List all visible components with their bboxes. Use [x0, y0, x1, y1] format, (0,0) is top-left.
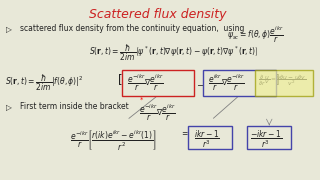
- Text: $\dfrac{ikr-1}{r^3}$: $\dfrac{ikr-1}{r^3}$: [194, 128, 220, 150]
- Text: $\dfrac{-ikr-1}{r^3}$: $\dfrac{-ikr-1}{r^3}$: [251, 128, 283, 150]
- Text: $\rhd$: $\rhd$: [4, 102, 12, 113]
- Text: $\psi_{sc} = f(\theta,\phi)\dfrac{e^{ikr}}{r}$: $\psi_{sc} = f(\theta,\phi)\dfrac{e^{ikr…: [227, 24, 284, 45]
- Text: Scattered flux density: Scattered flux density: [89, 8, 227, 21]
- FancyBboxPatch shape: [255, 70, 313, 96]
- Text: $\rhd$: $\rhd$: [4, 24, 12, 35]
- Text: $*$: $*$: [139, 96, 144, 102]
- Text: $S(\mathbf{r},t) = \dfrac{\hbar}{2im}\left[\psi^*(\mathbf{r},t)\nabla\psi(\mathb: $S(\mathbf{r},t) = \dfrac{\hbar}{2im}\le…: [89, 42, 259, 62]
- Text: $\dfrac{e^{-ikr}}{r}\left[\dfrac{r(ik)e^{ikr} - e^{ikr}(1)}{r^2}\right]$: $\dfrac{e^{-ikr}}{r}\left[\dfrac{r(ik)e^…: [70, 129, 157, 153]
- Text: $\left[\right.$: $\left[\right.$: [117, 72, 123, 87]
- Text: $\dfrac{e^{ikr}}{r}\nabla\dfrac{e^{-ikr}}{r}$: $\dfrac{e^{ikr}}{r}\nabla\dfrac{e^{-ikr}…: [208, 72, 245, 93]
- Text: $\dfrac{e^{-ikr}}{r}\nabla\dfrac{e^{ikr}}{r}$: $\dfrac{e^{-ikr}}{r}\nabla\dfrac{e^{ikr}…: [127, 72, 164, 93]
- Text: First term inside the bracket: First term inside the bracket: [20, 102, 129, 111]
- Text: $\dfrac{e^{-ikr}}{r}\nabla\dfrac{e^{ikr}}{r}$: $\dfrac{e^{-ikr}}{r}\nabla\dfrac{e^{ikr}…: [139, 102, 176, 123]
- Text: $S(\mathbf{r},t) = \dfrac{\hbar}{2im}|f(\theta,\phi)|^2$: $S(\mathbf{r},t) = \dfrac{\hbar}{2im}|f(…: [4, 72, 83, 93]
- Text: scattered flux density from the continuity equation,  using: scattered flux density from the continui…: [20, 24, 244, 33]
- Text: $\left.\right]$: $\left.\right]$: [274, 72, 280, 87]
- Text: $\dfrac{\partial}{\partial r}\dfrac{u}{v}=\dfrac{v\partial u - u\partial v}{v^2}: $\dfrac{\partial}{\partial r}\dfrac{u}{v…: [258, 72, 307, 88]
- Text: $-$: $-$: [196, 79, 204, 88]
- Text: $=$: $=$: [180, 128, 189, 137]
